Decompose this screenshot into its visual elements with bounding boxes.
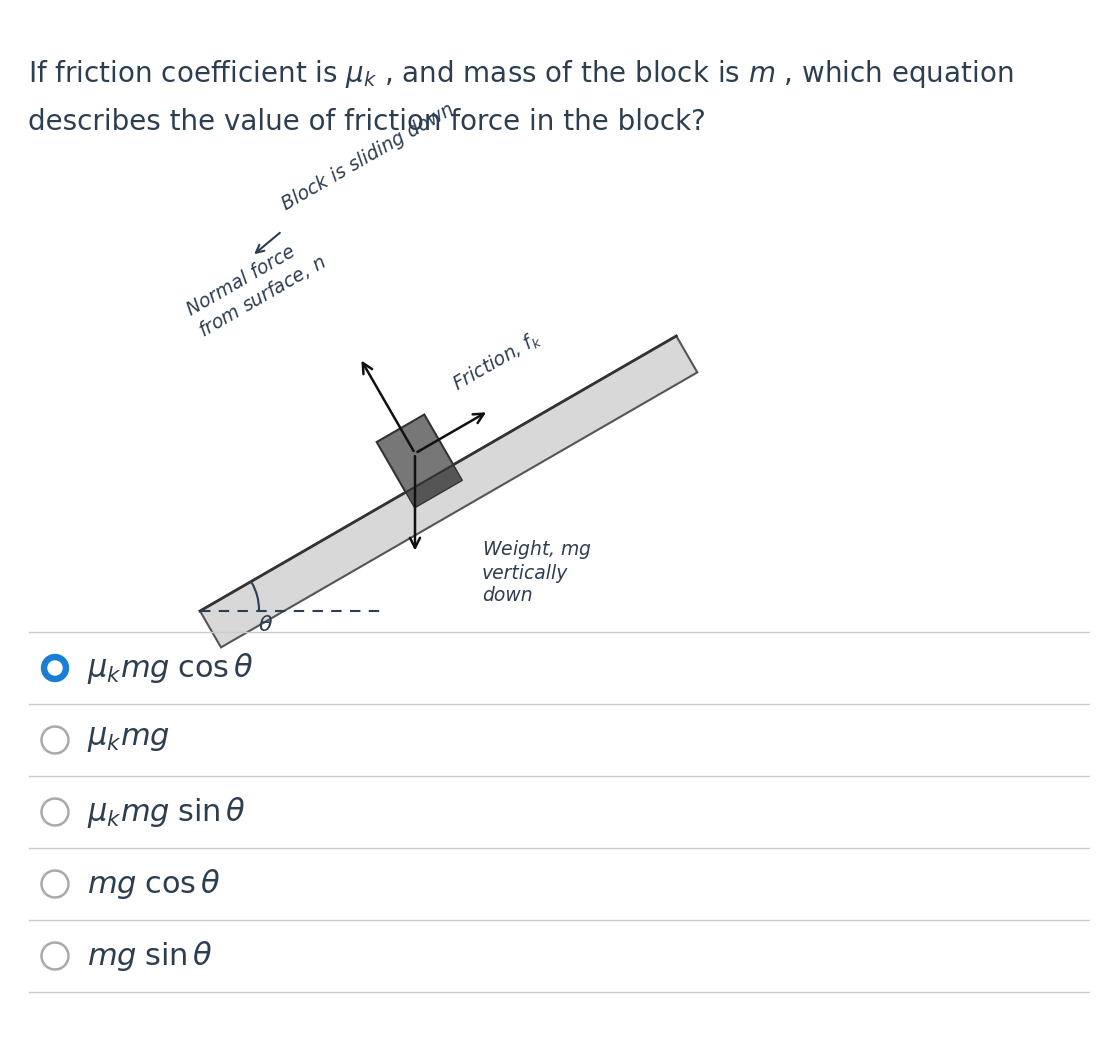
Text: $\theta$: $\theta$ (258, 615, 273, 635)
Text: $\mu_k mg\; \cos\theta$: $\mu_k mg\; \cos\theta$ (87, 651, 254, 685)
Text: $mg\; \sin\theta$: $mg\; \sin\theta$ (87, 939, 213, 973)
Text: $\mu_k mg\; \sin\theta$: $\mu_k mg\; \sin\theta$ (87, 795, 246, 829)
Polygon shape (200, 336, 697, 647)
Text: describes the value of friction force in the block?: describes the value of friction force in… (28, 108, 706, 136)
Polygon shape (406, 464, 462, 508)
Circle shape (48, 661, 62, 675)
Text: Normal force
from surface, $n$: Normal force from surface, $n$ (184, 231, 330, 341)
Text: Block is sliding down: Block is sliding down (278, 99, 458, 214)
Text: $\mu_k mg$: $\mu_k mg$ (87, 726, 169, 754)
Circle shape (42, 655, 68, 682)
Polygon shape (376, 414, 453, 493)
Text: Friction, $f_k$: Friction, $f_k$ (449, 327, 546, 396)
Text: Weight, $mg$
vertically
down: Weight, $mg$ vertically down (482, 538, 592, 605)
Text: $mg\; \cos\theta$: $mg\; \cos\theta$ (87, 867, 221, 901)
Text: If friction coefficient is $\mu_k$ , and mass of the block is $m$ , which equati: If friction coefficient is $\mu_k$ , and… (28, 58, 1013, 90)
